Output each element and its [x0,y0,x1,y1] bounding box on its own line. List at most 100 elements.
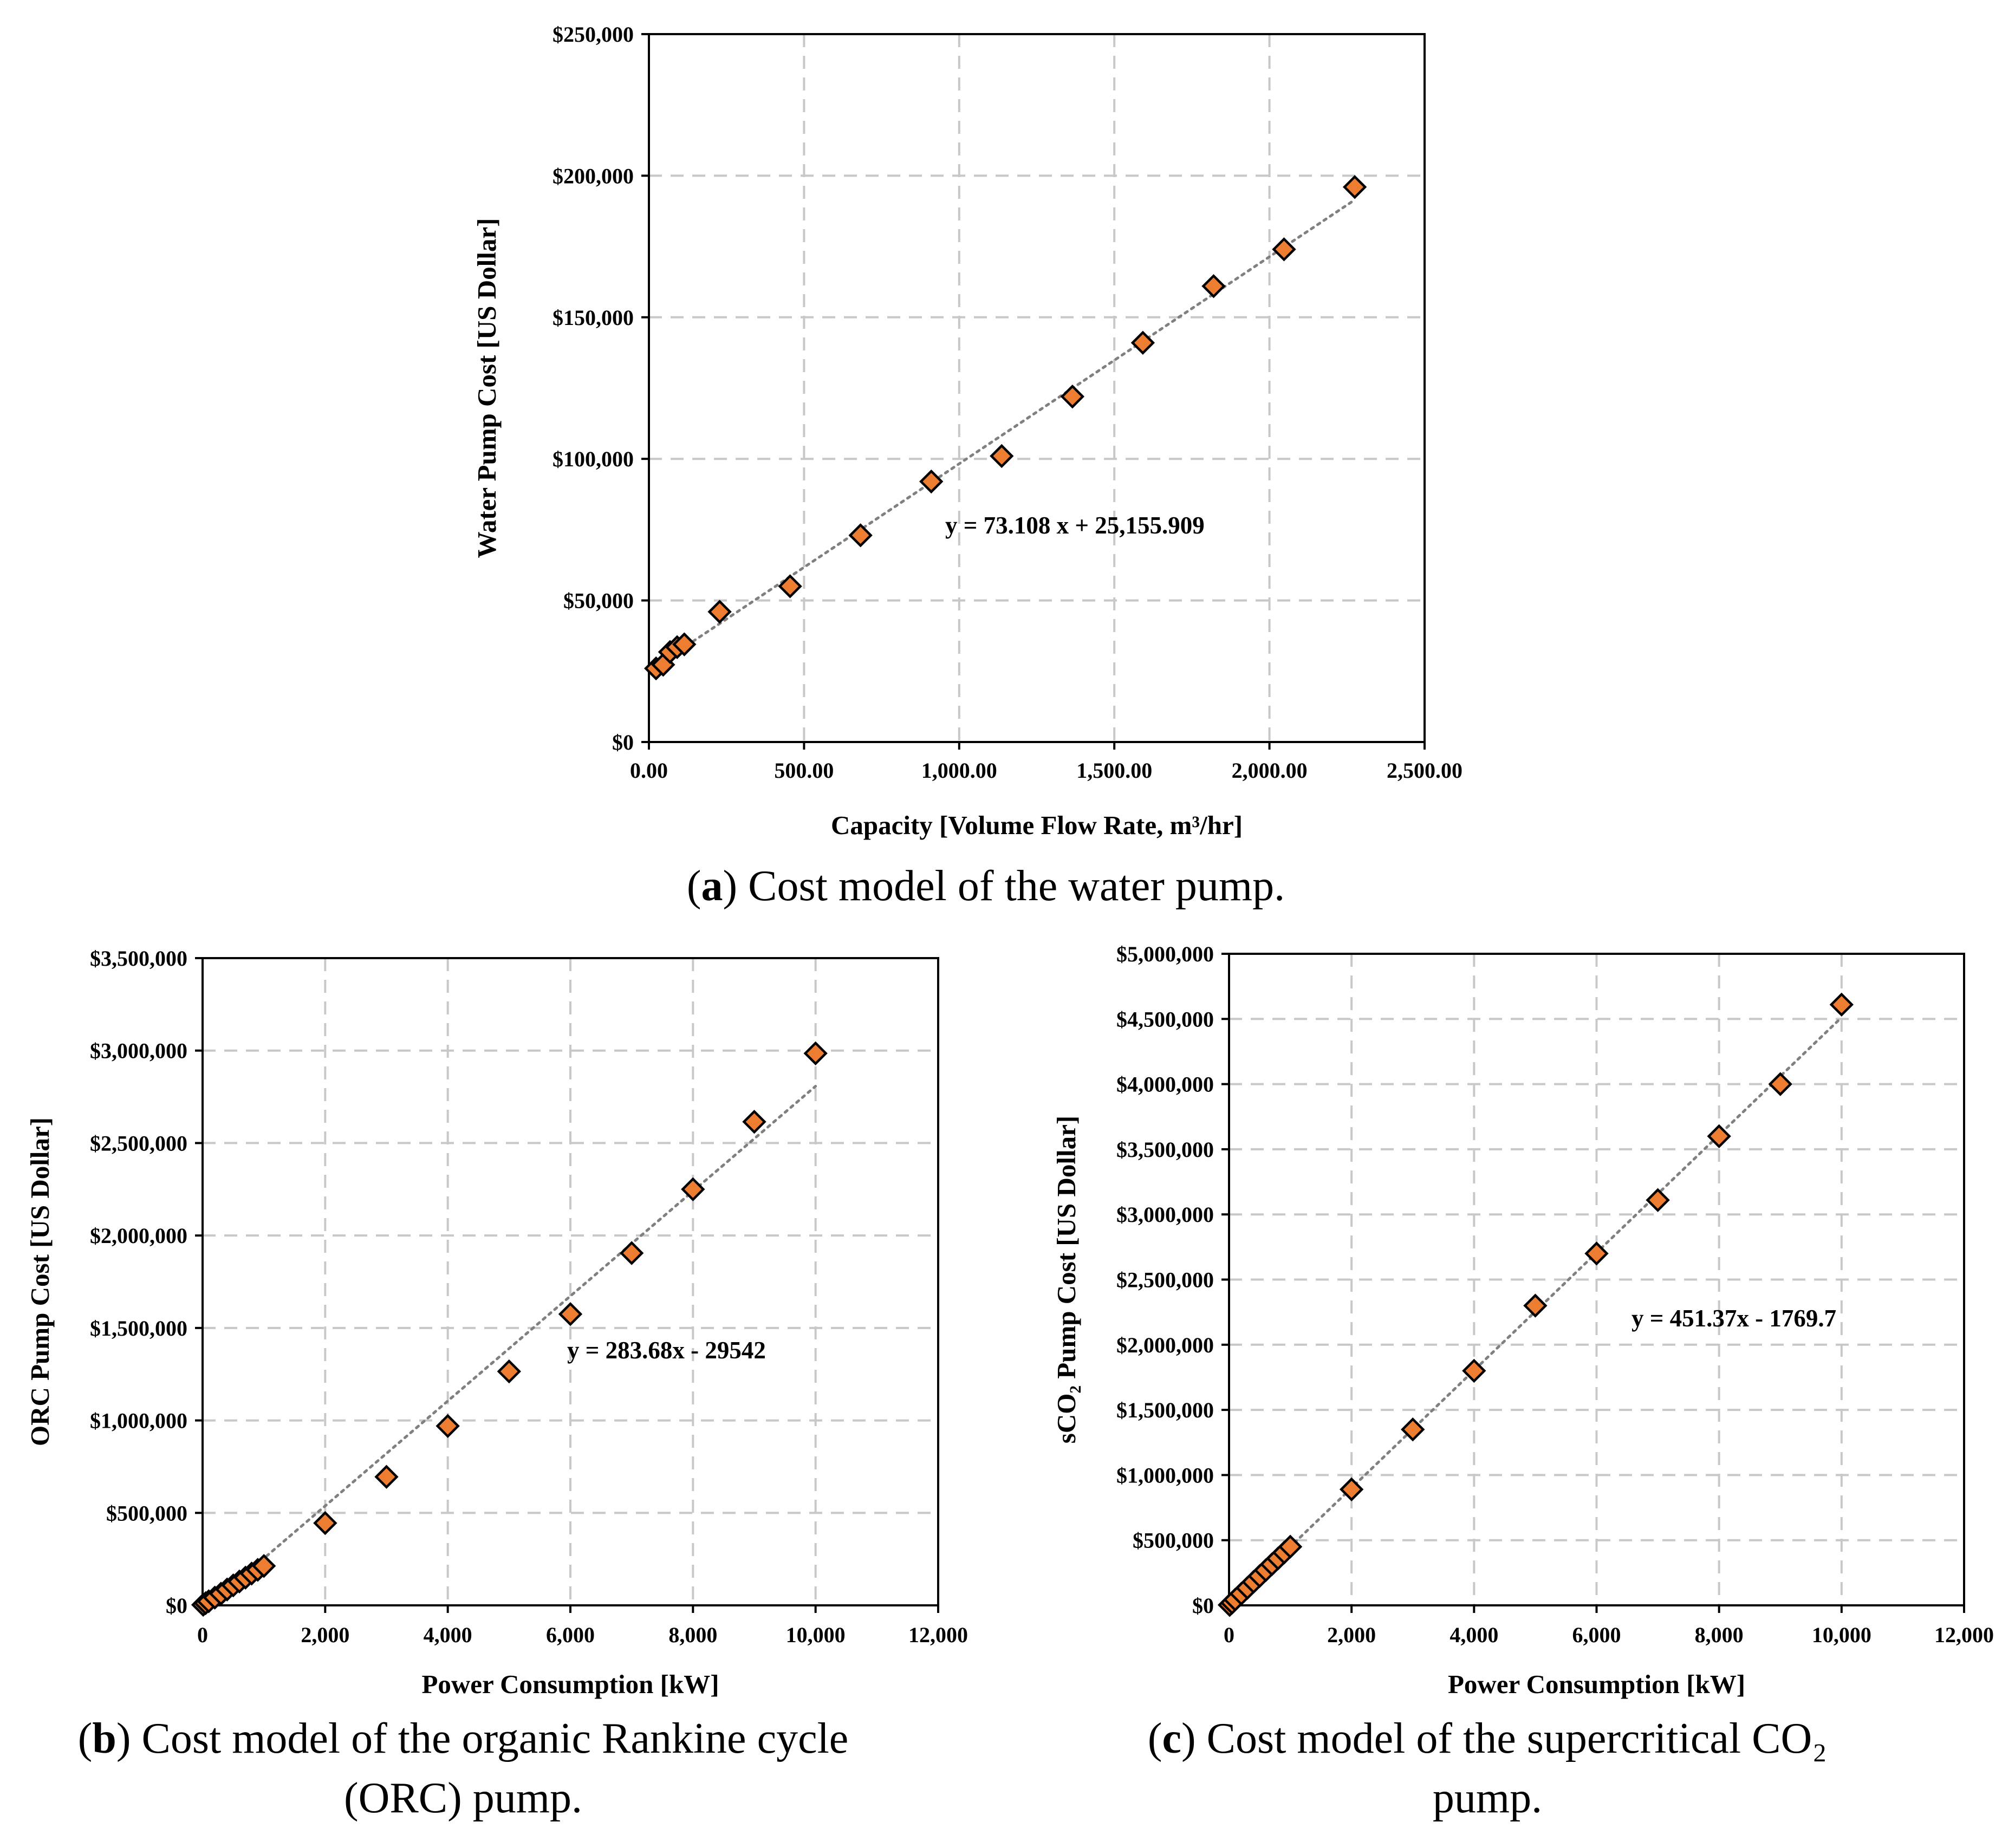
chart-b-xtick-label: 12,000 [908,1623,968,1647]
chart-b-ytick-label: $1,500,000 [90,1316,187,1341]
caption-a-tag: a [701,862,723,910]
chart-a-ytick-label: $0 [612,730,634,754]
chart-b-data-point [558,1302,583,1326]
chart-b-data-point [313,1511,337,1535]
chart-b-xtick-label: 0 [197,1623,208,1647]
chart-b-data-point [435,1414,460,1438]
chart-c-xtick-label: 12,000 [1934,1623,1994,1647]
chart-a-ytick-label: $200,000 [552,164,634,188]
chart-b-data-point [681,1177,705,1201]
chart-b-ytick-label: $1,000,000 [90,1409,187,1433]
chart-c-xtick-label: 0 [1224,1623,1234,1647]
chart-b-xtick-label: 2,000 [301,1623,349,1647]
caption-b-line2: (ORC) pump. [344,1774,582,1822]
chart-a-trend-equation: y = 73.108 x + 25,155.909 [945,512,1205,539]
chart-a-ytick-label: $250,000 [552,22,634,47]
chart-a-data-point [672,632,697,656]
chart-b-data-point [742,1109,766,1134]
chart-a-data-point [1060,385,1085,409]
chart-b-ytick-label: $500,000 [106,1501,187,1525]
chart-a-data-point [990,444,1014,468]
chart-c-ytick-label: $1,000,000 [1116,1463,1214,1487]
caption-b-text: Cost model of the organic Rankine cycle [131,1715,848,1762]
chart-b-ytick-label: $3,000,000 [90,1039,187,1063]
chart-c-ytick-label: $3,500,000 [1116,1137,1214,1162]
chart-c-ytick-label: $3,000,000 [1116,1202,1214,1227]
caption-c-text: Cost model of the supercritical CO₂ [1196,1715,1827,1762]
chart-c-data-point [1462,1358,1486,1383]
chart-b-xtick-label: 4,000 [424,1623,472,1647]
chart-a-xtick-label: 0.00 [630,758,668,783]
chart-b-xtick-label: 6,000 [546,1623,595,1647]
chart-a-plot-frame [648,33,1426,743]
caption-b: (b) Cost model of the organic Rankine cy… [78,1715,849,1822]
chart-b-data-point [619,1241,644,1265]
chart-a-data-point [778,574,802,598]
chart-a-xtick-label: 2,500.00 [1387,758,1462,783]
chart-b-orc-pump: 0 2,000 4,000 6,000 8,000 10,000 12,000 $0 $500,… [25,946,968,1699]
chart-c-ytick-label: $5,000,000 [1116,942,1214,966]
chart-a-ytick-label: $150,000 [552,305,634,330]
caption-c-tag: c [1162,1715,1182,1762]
chart-c-data-point [1339,1477,1364,1502]
chart-c-xtick-label: 8,000 [1695,1623,1744,1647]
chart-a-water-pump: 0.00 500.00 1,000.00 1,500.00 2,000.00 2,500.… [472,22,1462,840]
chart-b-ytick-label: $2,000,000 [90,1224,187,1248]
chart-a-x-axis-label: Capacity [Volume Flow Rate, m³/hr] [831,810,1243,840]
caption-c: (c) Cost model of the supercritical CO₂ … [1148,1715,1827,1822]
chart-b-trend-equation: y = 283.68x - 29542 [567,1337,766,1364]
caption-b-tag: b [92,1715,116,1762]
chart-c-xtick-label: 2,000 [1327,1623,1376,1647]
chart-c-data-point [1401,1417,1425,1442]
svg-text:(b) Cost model of the organic: (b) Cost model of the organic Rankine cy… [78,1715,849,1762]
chart-c-ytick-label: $1,500,000 [1116,1398,1214,1422]
chart-a-data-point [919,469,944,494]
chart-a-ytick-label: $50,000 [563,589,634,613]
chart-a-data-point [707,600,732,624]
chart-c-x-axis-label: Power Consumption [kW] [1448,1669,1745,1699]
chart-b-x-axis-label: Power Consumption [kW] [421,1669,719,1699]
chart-b-data-point [497,1359,522,1384]
chart-c-data-point [1523,1293,1548,1318]
chart-b-ytick-label: $2,500,000 [90,1131,187,1155]
chart-c-data-point [1768,1072,1792,1096]
chart-a-data-point [1130,330,1155,355]
chart-b-y-axis-label: ORC Pump Cost [US Dollar] [25,1117,55,1446]
caption-c-line2: pump. [1433,1774,1542,1822]
chart-c-trend-equation: y = 451.37x - 1769.7 [1632,1305,1836,1332]
chart-a-xtick-label: 1,500.00 [1076,758,1152,783]
chart-c-xtick-label: 10,000 [1812,1623,1871,1647]
chart-a-y-axis-label: Water Pump Cost [US Dollar] [472,218,502,558]
chart-c-data-point [1584,1241,1609,1266]
chart-a-trendline [647,198,1356,672]
chart-b-xtick-label: 8,000 [668,1623,717,1647]
caption-a-text: Cost model of the water pump. [737,862,1285,910]
chart-c-data-point [1829,992,1854,1017]
chart-c-y-axis-label: sCO₂ Pump Cost [US Dollar] [1051,1116,1081,1443]
svg-text:(a) Cost model of the water pu: (a) Cost model of the water pump. [687,862,1285,910]
chart-c-ytick-label: $2,000,000 [1116,1333,1214,1357]
chart-c-ytick-label: $4,500,000 [1116,1007,1214,1031]
chart-b-ytick-label: $3,500,000 [90,946,187,971]
chart-a-xtick-label: 1,000.00 [921,758,997,783]
chart-a-xtick-label: 500.00 [774,758,834,783]
chart-c-data-point [1646,1188,1670,1212]
chart-c-ytick-label: $0 [1192,1593,1214,1618]
chart-a-data-point [1201,274,1226,298]
chart-b-data-point [374,1465,399,1489]
svg-text:(c) Cost model of the supercri: (c) Cost model of the supercritical CO₂ [1148,1715,1827,1762]
chart-b-data-point [803,1041,828,1066]
chart-c-ytick-label: $4,000,000 [1116,1072,1214,1097]
chart-a-data-point [848,523,873,548]
chart-c-data-point [1278,1534,1303,1559]
chart-c-ytick-label: $500,000 [1133,1528,1214,1553]
chart-c-data-point [1707,1124,1731,1149]
chart-c-xtick-label: 6,000 [1572,1623,1621,1647]
chart-a-xtick-label: 2,000.00 [1232,758,1308,783]
chart-c-xtick-label: 4,000 [1450,1623,1498,1647]
chart-b-data-point [251,1554,276,1578]
chart-a-data-point [1272,237,1296,262]
caption-a: (a) Cost model of the water pump. [687,862,1285,910]
chart-c-ytick-label: $2,500,000 [1116,1268,1214,1292]
